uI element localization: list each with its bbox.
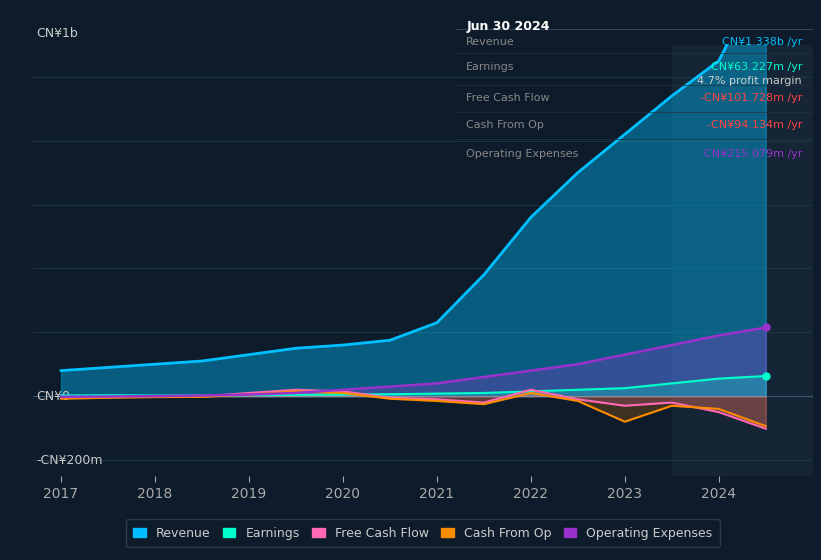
Text: CN¥1.338b /yr: CN¥1.338b /yr [722, 37, 802, 47]
Text: Earnings: Earnings [466, 63, 515, 72]
Text: Free Cash Flow: Free Cash Flow [466, 93, 550, 103]
Text: Operating Expenses: Operating Expenses [466, 148, 579, 158]
Text: CN¥0: CN¥0 [37, 390, 71, 403]
Text: -CN¥200m: -CN¥200m [37, 454, 103, 466]
Text: Cash From Op: Cash From Op [466, 120, 544, 130]
Text: CN¥1b: CN¥1b [37, 27, 79, 40]
Text: CN¥63.227m /yr: CN¥63.227m /yr [711, 63, 802, 72]
Text: -CN¥94.134m /yr: -CN¥94.134m /yr [707, 120, 802, 130]
Text: 4.7% profit margin: 4.7% profit margin [698, 76, 802, 86]
Text: -CN¥101.728m /yr: -CN¥101.728m /yr [699, 93, 802, 103]
Text: Jun 30 2024: Jun 30 2024 [466, 20, 550, 32]
Text: Revenue: Revenue [466, 37, 515, 47]
Legend: Revenue, Earnings, Free Cash Flow, Cash From Op, Operating Expenses: Revenue, Earnings, Free Cash Flow, Cash … [126, 519, 720, 547]
Bar [672, 45, 813, 476]
Text: CN¥215.079m /yr: CN¥215.079m /yr [704, 148, 802, 158]
